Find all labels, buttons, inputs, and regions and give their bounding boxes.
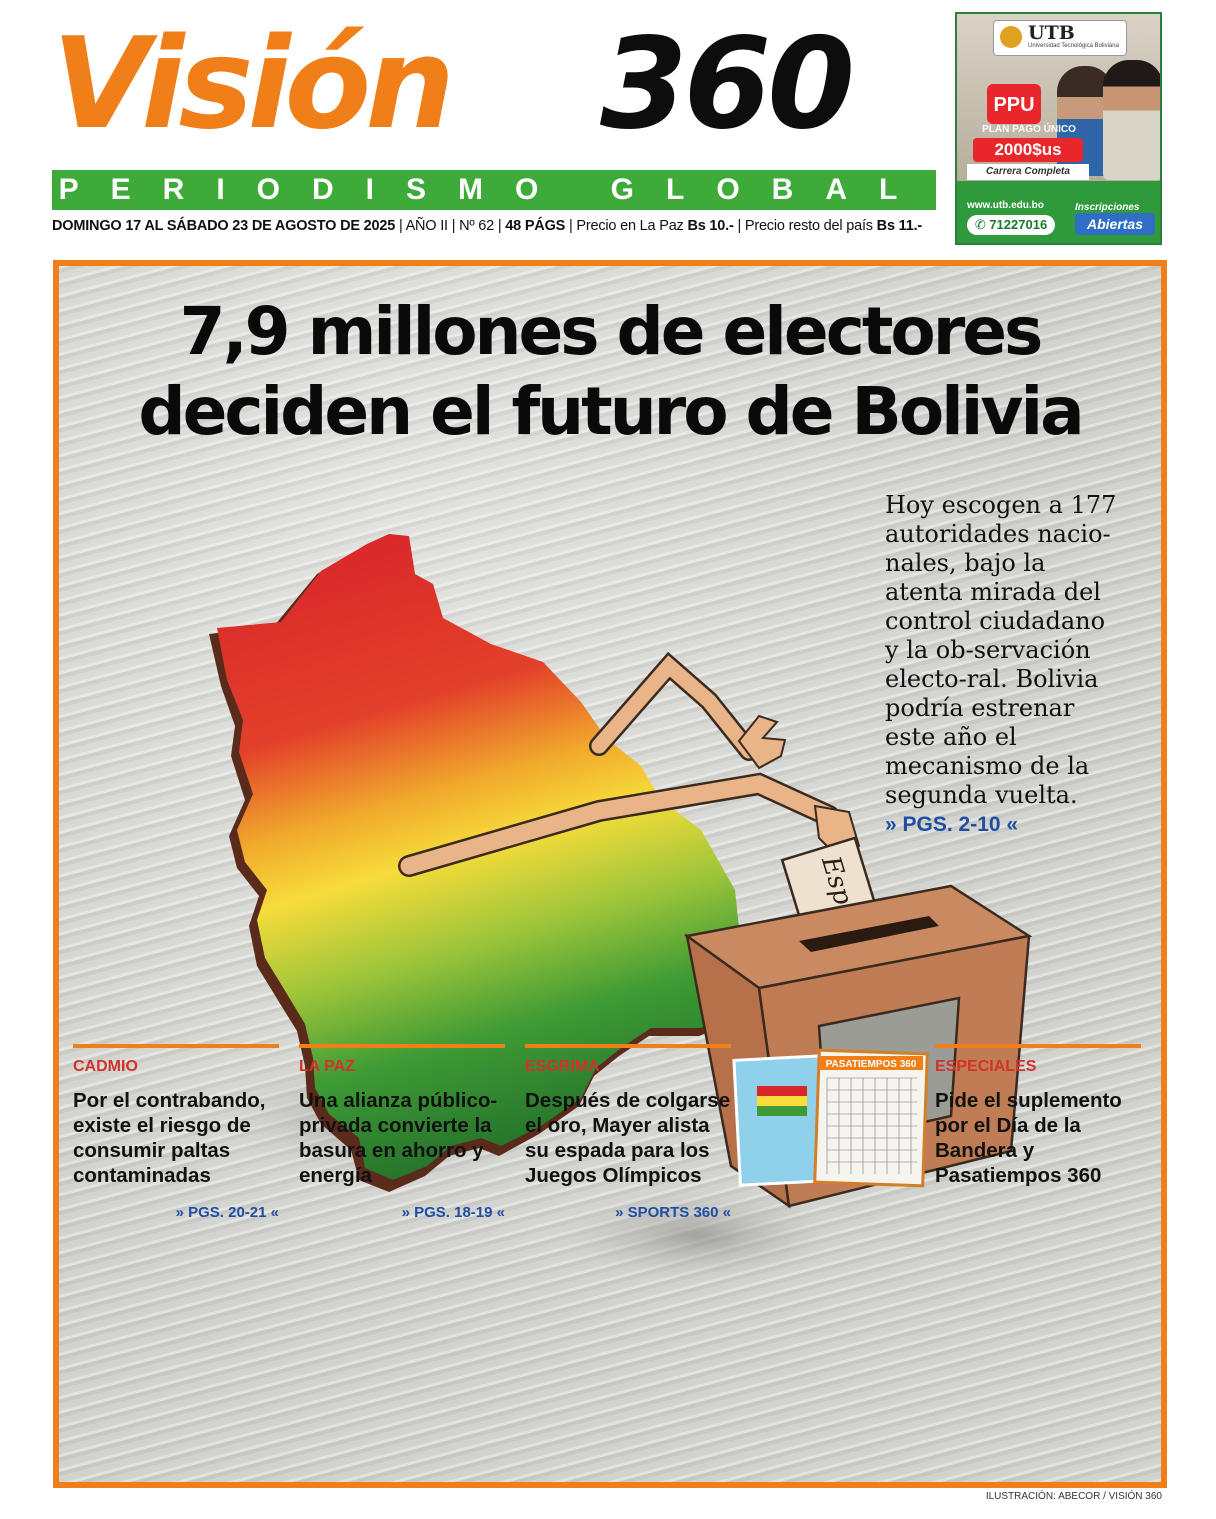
masthead-tagline: PERIODISMO GLOBAL bbox=[52, 170, 936, 210]
issue-info-line: DOMINGO 17 AL SÁBADO 23 DE AGOSTO DE 202… bbox=[52, 218, 923, 234]
box-shadow bbox=[549, 1186, 849, 1286]
teaser-section: ESPECIALES bbox=[935, 1058, 1037, 1075]
headline-line-2: deciden el futuro de Bolivia bbox=[138, 373, 1084, 450]
teaser-text: Después de colgarse el oro, Mayer alista… bbox=[525, 1089, 731, 1187]
map-arm-lower-fill bbox=[400, 775, 838, 875]
ad-price: 2000$us bbox=[973, 138, 1083, 162]
issue-date: DOMINGO 17 AL SÁBADO 23 DE AGOSTO DE 202… bbox=[52, 218, 396, 234]
ad-web-link[interactable]: www.utb.edu.bo bbox=[967, 200, 1044, 211]
flag-red-stripe bbox=[757, 1086, 807, 1096]
pasatiempos-title: PASATIEMPOS 360 bbox=[826, 1059, 917, 1070]
teaser-rule bbox=[73, 1044, 279, 1048]
ad-person-man bbox=[1103, 60, 1160, 180]
price-rest: Bs 11.- bbox=[876, 218, 923, 234]
price-lp-label: Precio en La Paz bbox=[576, 218, 684, 234]
ad-brand-sub: Universidad Tecnológica Boliviana bbox=[1028, 43, 1119, 49]
teaser-page-ref[interactable]: » PGS. 18-19 « bbox=[401, 1204, 505, 1221]
teaser-section: CADMIO bbox=[73, 1058, 138, 1075]
teaser-page-ref[interactable]: » SPORTS 360 « bbox=[615, 1204, 731, 1221]
ad-brand-name: UTB bbox=[1028, 22, 1075, 44]
ad-plan: PLAN PAGO ÚNICO bbox=[982, 124, 1076, 135]
logo-word-360: 360 bbox=[600, 10, 855, 157]
issue-number: Nº 62 bbox=[459, 218, 495, 234]
ad-ppu-badge: PPU bbox=[987, 84, 1041, 124]
teaser-rule bbox=[525, 1044, 731, 1048]
illustration-credit: ILUSTRACIÓN: ABECOR / VISIÓN 360 bbox=[985, 1491, 1162, 1502]
crossword-grid bbox=[826, 1077, 917, 1174]
utb-advertisement[interactable]: UTB Universidad Tecnológica Boliviana PP… bbox=[955, 12, 1162, 245]
flag-yellow-stripe bbox=[757, 1096, 807, 1106]
teaser-page-ref[interactable]: » PGS. 20-21 « bbox=[175, 1204, 279, 1221]
bolivia-map-flag bbox=[217, 534, 771, 1180]
supplement-pasatiempos-cover bbox=[813, 1048, 929, 1188]
teaser-text: Una alianza público-privada convierte la… bbox=[299, 1089, 498, 1187]
teaser-cadmio[interactable]: CADMIO Por el contrabando, existe el rie… bbox=[73, 1044, 279, 1221]
issue-pages: 48 PÁGS bbox=[505, 218, 566, 234]
flag-green-stripe bbox=[757, 1106, 807, 1116]
ad-phone-number: 71227016 bbox=[989, 217, 1048, 232]
teaser-rule bbox=[299, 1044, 505, 1048]
teaser-la-paz[interactable]: LA PAZ Una alianza público-privada convi… bbox=[299, 1044, 505, 1221]
teaser-esgrima[interactable]: ESGRIMA Después de colgarse el oro, Maye… bbox=[525, 1044, 731, 1221]
teaser-section: LA PAZ bbox=[299, 1058, 355, 1075]
bolivia-vote-illustration: Esperanza bbox=[209, 534, 1033, 1286]
ad-brand-box: UTB Universidad Tecnológica Boliviana bbox=[993, 20, 1127, 56]
ballot-box-slot bbox=[799, 916, 939, 952]
lede-page-ref[interactable]: » PGS. 2-10 « bbox=[885, 813, 1019, 836]
cover-headline[interactable]: 7,9 millones de electores deciden el fut… bbox=[59, 292, 1161, 452]
ad-abiertas: Abiertas bbox=[1075, 213, 1155, 235]
headline-line-1: 7,9 millones de electores bbox=[179, 293, 1044, 370]
teaser-section: ESGRIMA bbox=[525, 1058, 600, 1075]
map-arm-upper-fill bbox=[591, 655, 757, 759]
utb-logo-icon bbox=[1000, 26, 1022, 48]
price-rest-label: Precio resto del país bbox=[744, 218, 873, 234]
ad-inscripciones: Inscripciones bbox=[1075, 202, 1140, 213]
pasatiempos-header-bar bbox=[819, 1056, 923, 1070]
issue-year: AÑO II bbox=[405, 218, 449, 234]
masthead-logo[interactable]: Visión 360 bbox=[52, 0, 932, 170]
price-lp: Bs 10.- bbox=[687, 218, 734, 234]
ad-carrera: Carrera Completa bbox=[967, 164, 1089, 180]
teaser-especiales[interactable]: ESPECIALES Pide el suplemento por el Día… bbox=[935, 1044, 1141, 1188]
map-hand-upper bbox=[737, 714, 787, 770]
ad-phone[interactable]: ✆ 71227016 bbox=[967, 215, 1055, 235]
teaser-text: Por el contrabando, existe el riesgo de … bbox=[73, 1089, 266, 1187]
cover-lede: Hoy escogen a 177 autoridades nacio-nale… bbox=[885, 491, 1125, 839]
cover-story-frame: 7,9 millones de electores deciden el fut… bbox=[53, 260, 1167, 1488]
supplement-covers[interactable]: PASATIEMPOS 360 bbox=[731, 1048, 929, 1188]
teaser-text: Pide el suplemento por el Día de la Band… bbox=[935, 1089, 1122, 1187]
teaser-rule bbox=[935, 1044, 1141, 1048]
logo-word-vision: Visión bbox=[52, 10, 455, 157]
lede-text: Hoy escogen a 177 autoridades nacio-nale… bbox=[885, 491, 1117, 809]
